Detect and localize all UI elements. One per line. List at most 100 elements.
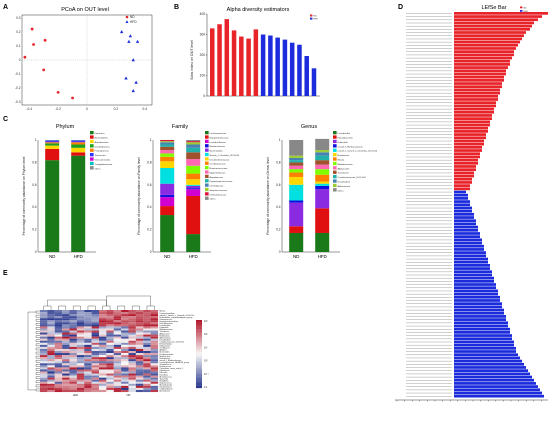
genus-segment (315, 155, 330, 161)
heatmap-cell (54, 367, 63, 370)
heatmap-cell (91, 318, 100, 321)
heatmap-cell (91, 336, 100, 339)
heatmap-cell (69, 375, 77, 378)
pcoa-legend-label-nd: ND (130, 15, 135, 19)
heatmap-col-dendro-branch (58, 305, 66, 310)
alpha-bar-nd (231, 30, 237, 96)
heatmap-row-label: Tyzzerella (160, 377, 169, 380)
heatmap-cell (121, 348, 129, 352)
heatmap-cell (128, 320, 136, 323)
family-legend-swatch (205, 157, 209, 161)
heatmap-cell (99, 332, 107, 335)
heatmap-cell (121, 351, 129, 354)
lefse-title: LEfSe Bar (481, 5, 506, 11)
pcoa-legend-label-hfd: HFD (130, 20, 137, 24)
lefse-bar-hfd (454, 209, 472, 213)
heatmap-cell (143, 338, 151, 341)
phylum-segment (45, 160, 60, 252)
heatmap-cell (62, 355, 70, 358)
genus-segment (315, 169, 330, 175)
heatmap-cell (113, 324, 122, 327)
heatmap-cell (62, 312, 70, 315)
family-segment (186, 189, 201, 196)
heatmap-row-label: Anaerotruncus (160, 375, 172, 378)
lefse-bar-hfd (454, 378, 534, 382)
heatmap-cell (40, 328, 48, 331)
heatmap-cell (47, 369, 55, 372)
pcoa-point-nd (56, 90, 60, 94)
color-scale-segment (196, 372, 202, 375)
heatmap-cell (76, 342, 85, 345)
heatmap-cell (113, 355, 122, 358)
heatmap-cell (128, 375, 136, 378)
lefse-bar-nd (454, 69, 506, 73)
lefse-bar-hfd (454, 279, 494, 283)
genus-segment (315, 189, 330, 209)
lefse-bar-hfd (454, 203, 470, 207)
lefse-bar-hfd (454, 264, 490, 267)
family-legend-swatch (205, 144, 209, 148)
phylum-segment (71, 147, 86, 153)
heatmap-group-label: HFD (73, 393, 78, 397)
heatmap-cell (99, 357, 107, 360)
lefse-bar-nd (454, 174, 474, 178)
heatmap-cell (40, 371, 48, 374)
heatmap-cell (143, 363, 151, 366)
pcoa-y-tick-label: -0.3 (15, 100, 21, 104)
heatmap-cell (84, 326, 92, 329)
alpha-bar-nd (210, 28, 215, 97)
heatmap-cell (143, 332, 151, 335)
heatmap-cell (40, 310, 48, 313)
heatmap-cell (84, 361, 92, 364)
heatmap-cell (113, 369, 122, 372)
heatmap-cell (76, 351, 85, 354)
heatmap-cell (40, 363, 48, 366)
phylum-legend-label: Bacteroidetes (95, 136, 109, 139)
heatmap-cell (99, 363, 107, 366)
pcoa-x-tick-label: -0.2 (55, 107, 61, 111)
heatmap-cell (54, 359, 63, 362)
heatmap-cell (84, 385, 92, 388)
heatmap-cell (76, 383, 85, 386)
heatmap-cell (47, 351, 55, 354)
lefse-bar-nd (454, 152, 480, 156)
lefse-bar-nd (454, 75, 504, 79)
family-title: Family (172, 124, 188, 130)
heatmap-cell (143, 322, 151, 325)
family-segment (160, 183, 175, 195)
color-scale-segment (196, 367, 202, 370)
heatmap-cell (150, 375, 159, 378)
heatmap-row-dendro-branch (35, 384, 40, 388)
heatmap-row-label: Bifidobacterium (160, 328, 173, 331)
genus-segment (289, 232, 304, 252)
heatmap-cell (135, 359, 144, 362)
heatmap-cell (62, 351, 70, 354)
heatmap-cell (47, 340, 55, 343)
heatmap-cell (84, 318, 92, 321)
pcoa-y-tick-label: 0.1 (16, 44, 21, 48)
heatmap-cell (54, 314, 63, 317)
heatmap-cell (62, 365, 70, 368)
heatmap-row-dendro-branch (27, 311, 36, 391)
heatmap-cell (99, 322, 107, 325)
heatmap-cell (47, 348, 55, 352)
genus-segment (315, 160, 330, 165)
heatmap-cell (54, 334, 63, 337)
pcoa-legend-marker-hfd (125, 20, 129, 23)
heatmap-cell (69, 338, 77, 341)
heatmap-cell (62, 310, 70, 313)
heatmap-cell (150, 353, 159, 356)
heatmap-cell (106, 326, 114, 329)
heatmap-row-dendro-branch (35, 323, 40, 326)
heatmap-cell (150, 359, 159, 362)
heatmap-cell (121, 340, 129, 343)
heatmap-cell (143, 389, 151, 393)
family-segment (160, 168, 175, 184)
heatmap-col-dendro-branch (132, 305, 140, 310)
heatmap-cell (91, 369, 100, 372)
family-legend-swatch (205, 152, 209, 157)
lefse-bar-hfd (454, 286, 496, 290)
heatmap-cell (47, 389, 55, 393)
heatmap-cell (143, 316, 151, 319)
heatmap-cell (54, 369, 63, 372)
